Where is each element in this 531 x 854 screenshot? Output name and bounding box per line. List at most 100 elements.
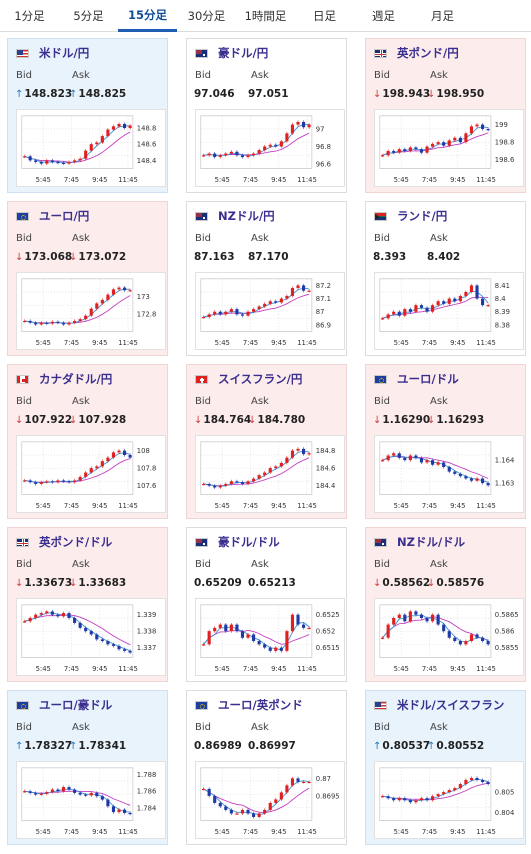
- rate-card[interactable]: スイスフラン/円 Bid Ask ↓ 184.764 ↓ 184.780 5:45 7:45 9:…: [186, 364, 347, 519]
- chart-grid: [379, 278, 491, 332]
- candlestick-chart[interactable]: 5:45 7:45 9:45 11:45 0.87 0.8695: [195, 761, 345, 839]
- card-title[interactable]: スイスフラン/円: [195, 371, 302, 387]
- pair-name[interactable]: ランド/円: [397, 209, 448, 223]
- y-tick-label: 107.8: [137, 465, 157, 473]
- rate-card[interactable]: 英ポンド/ドル Bid Ask ↓ 1.33673 ↓ 1.33683 5:45 7:45 9:4…: [7, 527, 168, 682]
- candlestick-chart[interactable]: 5:45 7:45 9:45 11:45 0.6525 0.652 0.6515: [195, 598, 345, 676]
- candlestick-chart[interactable]: 5:45 7:45 9:45 11:45 8.41 8.4 8.39 8.38: [374, 272, 524, 350]
- card-title[interactable]: ユーロ/ドル: [374, 371, 459, 387]
- card-title[interactable]: 英ポンド/円: [374, 45, 459, 61]
- rate-card[interactable]: ユーロ/ドル Bid Ask ↓ 1.16290 ↓ 1.16293 5:45 7:45 9:45…: [365, 364, 526, 519]
- candlestick-chart[interactable]: 5:45 7:45 9:45 11:45 184.8 184.6 184.4: [195, 435, 345, 513]
- pair-name[interactable]: 英ポンド/円: [397, 46, 459, 60]
- x-tick-label: 5:45: [36, 828, 51, 836]
- y-tick-label: 1.784: [137, 804, 157, 812]
- flag-icon: [374, 700, 387, 710]
- ask-value-text: 0.80552: [436, 740, 485, 752]
- card-title[interactable]: 豪ドル/ドル: [195, 534, 280, 550]
- pair-name[interactable]: NZドル/円: [218, 209, 275, 223]
- candlestick-chart[interactable]: 5:45 7:45 9:45 11:45 148.8 148.6 148.4: [16, 109, 166, 187]
- rate-card[interactable]: カナダドル/円 Bid Ask ↓ 107.922 ↓ 107.928 5:45 7:45 9:4…: [7, 364, 168, 519]
- card-title[interactable]: NZドル/円: [195, 208, 275, 224]
- tab-6[interactable]: 週足: [372, 9, 395, 23]
- x-tick-label: 11:45: [118, 665, 138, 673]
- x-tick-label: 9:45: [92, 176, 107, 184]
- pair-name[interactable]: 英ポンド/ドル: [39, 535, 113, 549]
- candle: [50, 481, 54, 483]
- candlestick-chart[interactable]: 5:45 7:45 9:45 11:45 108 107.8 107.6: [16, 435, 166, 513]
- card-title[interactable]: ユーロ/円: [16, 208, 89, 224]
- rate-card[interactable]: NZドル/円 Bid Ask 87.163 87.170 5:45 7:45 9:45 11:4…: [186, 201, 347, 356]
- tab-3[interactable]: 30分足: [187, 9, 226, 23]
- pair-name[interactable]: ユーロ/豪ドル: [39, 698, 113, 712]
- candle: [386, 624, 390, 638]
- rate-card[interactable]: 豪ドル/円 Bid Ask 97.046 97.051 5:45 7:45 9:45 11:45…: [186, 38, 347, 193]
- pair-name[interactable]: 豪ドル/円: [218, 46, 269, 60]
- pair-name[interactable]: カナダドル/円: [39, 372, 113, 386]
- rate-card[interactable]: 米ドル/円 Bid Ask ↑ 148.823 ↑ 148.825 5:45 7:45 9:45 1…: [7, 38, 168, 193]
- candle: [207, 314, 211, 317]
- candle: [34, 482, 38, 484]
- candlestick-chart[interactable]: 5:45 7:45 9:45 11:45 199 198.8 198.6: [374, 109, 524, 187]
- pair-name[interactable]: 米ドル/スイスフラン: [397, 698, 505, 712]
- candlestick-chart[interactable]: 5:45 7:45 9:45 11:45 0.805 0.804: [374, 761, 524, 839]
- rate-card[interactable]: 豪ドル/ドル Bid Ask 0.65209 0.65213 5:45 7:45 9:45 11…: [186, 527, 347, 682]
- ask-label: Ask: [72, 233, 90, 244]
- chart-svg: 5:45 7:45 9:45 11:45 173 172.8: [21, 278, 156, 347]
- candlestick-chart[interactable]: 5:45 7:45 9:45 11:45 1.788 1.786 1.784: [16, 761, 166, 839]
- rate-card[interactable]: 米ドル/スイスフラン Bid Ask ↑ 0.80537 ↑ 0.80552 5:45 7:45…: [365, 690, 526, 845]
- card-title[interactable]: ユーロ/豪ドル: [16, 697, 112, 713]
- tab-5[interactable]: 日足: [313, 9, 336, 23]
- candle: [263, 809, 267, 814]
- rate-card[interactable]: ユーロ/豪ドル Bid Ask ↑ 1.78327 ↑ 1.78341 5:45 7:45 9:4…: [7, 690, 168, 845]
- x-tick-label: 7:45: [243, 665, 258, 673]
- plot-frame: [200, 767, 313, 821]
- moving-average-long: [382, 455, 489, 479]
- pair-name[interactable]: 米ドル/円: [39, 46, 90, 60]
- rate-card[interactable]: ランド/円 Bid Ask 8.393 8.402 5:45 7:45 9:45 11:45 8.…: [365, 201, 526, 356]
- pair-name[interactable]: ユーロ/ドル: [397, 372, 459, 386]
- ask-label: Ask: [251, 70, 269, 81]
- pair-name[interactable]: ユーロ/円: [39, 209, 90, 223]
- rate-card[interactable]: ユーロ/円 Bid Ask ↓ 173.068 ↓ 173.072 5:45 7:45 9:45 1…: [7, 201, 168, 356]
- pair-name[interactable]: 豪ドル/ドル: [218, 535, 280, 549]
- candlestick-chart[interactable]: 5:45 7:45 9:45 11:45 1.339 1.338 1.337: [16, 598, 166, 676]
- x-tick-label: 9:45: [271, 828, 286, 836]
- candlestick-chart[interactable]: 5:45 7:45 9:45 11:45 87.2 87.1 87 86.9: [195, 272, 345, 350]
- card-title[interactable]: 米ドル/円: [16, 45, 89, 61]
- candlestick-chart[interactable]: 5:45 7:45 9:45 11:45 97 96.8 96.6: [195, 109, 345, 187]
- pair-name[interactable]: NZドル/ドル: [397, 535, 466, 549]
- flag-icon: [195, 537, 208, 547]
- pair-name[interactable]: ユーロ/英ポンド: [218, 698, 303, 712]
- rate-card[interactable]: ユーロ/英ポンド Bid Ask 0.86989 0.86997 5:45 7:45 9:45…: [186, 690, 347, 845]
- tab-2[interactable]: 15分足: [118, 0, 177, 32]
- candle: [296, 448, 300, 451]
- card-title[interactable]: NZドル/ドル: [374, 534, 465, 550]
- tab-0[interactable]: 1分足: [14, 9, 45, 23]
- bid-label: Bid: [16, 70, 32, 81]
- candle: [78, 158, 82, 161]
- bid-value: ↓ 1.16290: [373, 414, 430, 426]
- tab-4[interactable]: 1時間足: [244, 9, 287, 23]
- card-title[interactable]: 米ドル/スイスフラン: [374, 697, 504, 713]
- card-title[interactable]: 豪ドル/円: [195, 45, 268, 61]
- rate-card[interactable]: 英ポンド/円 Bid Ask ↓ 198.943 ↓ 198.950 5:45 7:45 9:45…: [365, 38, 526, 193]
- tab-1[interactable]: 5分足: [73, 9, 104, 23]
- x-tick-label: 7:45: [422, 339, 437, 347]
- card-title[interactable]: 英ポンド/ドル: [16, 534, 112, 550]
- x-tick-label: 9:45: [450, 502, 465, 510]
- plot-frame: [200, 441, 313, 495]
- rate-card[interactable]: NZドル/ドル Bid Ask ↓ 0.58562 ↓ 0.58576 5:45 7:45 9:4…: [365, 527, 526, 682]
- card-title[interactable]: カナダドル/円: [16, 371, 112, 387]
- candle: [89, 308, 93, 316]
- tab-7[interactable]: 月足: [431, 9, 454, 23]
- candle: [458, 295, 462, 302]
- candlestick-chart[interactable]: 5:45 7:45 9:45 11:45 1.164 1.163: [374, 435, 524, 513]
- card-title[interactable]: ユーロ/英ポンド: [195, 697, 303, 713]
- candlestick-chart[interactable]: 5:45 7:45 9:45 11:45 0.5865 0.586 0.5855: [374, 598, 524, 676]
- candle: [403, 457, 407, 461]
- moving-average-long: [203, 787, 310, 814]
- pair-name[interactable]: スイスフラン/円: [218, 372, 303, 386]
- candlestick-chart[interactable]: 5:45 7:45 9:45 11:45 173 172.8: [16, 272, 166, 350]
- card-title[interactable]: ランド/円: [374, 208, 447, 224]
